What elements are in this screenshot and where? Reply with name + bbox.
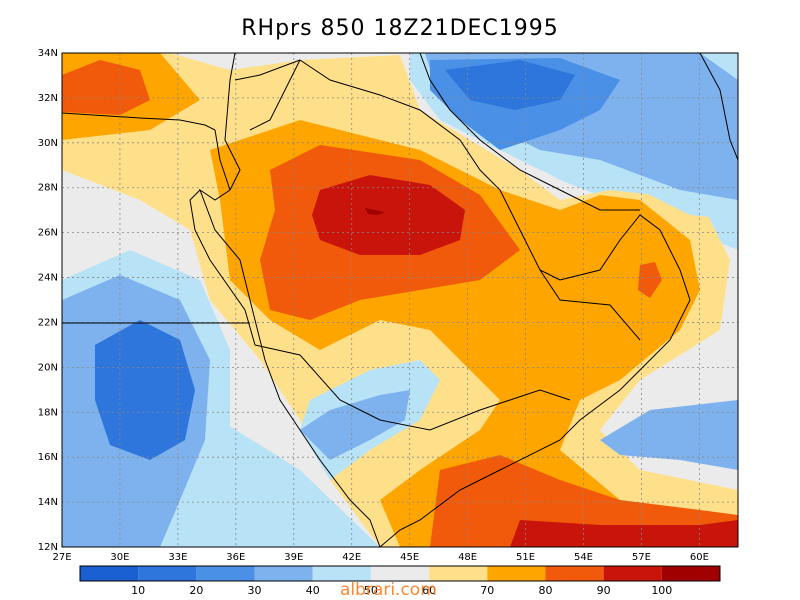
colorbar-label: 80	[538, 584, 552, 597]
colorbar-swatch	[312, 566, 371, 581]
colorbar-swatch	[196, 566, 255, 581]
colorbar-label: 40	[306, 584, 320, 597]
lon-tick-label: 60E	[690, 552, 709, 563]
lon-tick-label: 39E	[284, 552, 303, 563]
latitude-tick-labels: 12N 14N 16N 18N 20N 22N 24N 26N 28N 30N 32N 34N	[38, 48, 58, 553]
lat-tick-label: 22N	[38, 317, 58, 328]
lat-tick-label: 20N	[38, 362, 58, 373]
lon-tick-label: 30E	[110, 552, 129, 563]
colorbar-swatch	[254, 566, 313, 581]
lat-tick-label: 12N	[38, 542, 58, 553]
lon-tick-label: 48E	[458, 552, 477, 563]
lon-tick-label: 36E	[226, 552, 245, 563]
colorbar-swatch	[429, 566, 488, 581]
colorbar	[79, 565, 721, 582]
colorbar-label: 100	[651, 584, 672, 597]
colorbar-label: 60	[422, 584, 436, 597]
colorbar-swatch	[138, 566, 197, 581]
lon-tick-label: 51E	[516, 552, 535, 563]
longitude-tick-labels: 27E 30E 33E 36E 39E 42E 45E 48E 51E 54E 57E 60E	[52, 552, 708, 563]
humidity-field	[62, 53, 738, 547]
plot-frame	[61, 52, 739, 548]
colorbar-frame	[79, 565, 721, 582]
watermark-text: albrari.com	[340, 580, 437, 600]
lon-tick-label: 33E	[168, 552, 187, 563]
lat-tick-label: 28N	[38, 183, 58, 194]
colorbar-label: 50	[364, 584, 378, 597]
colorbar-label: 90	[597, 584, 611, 597]
colorbar-label: 10	[131, 584, 145, 597]
colorbar-swatch	[661, 566, 720, 581]
colorbar-label: 20	[189, 584, 203, 597]
colorbar-swatch	[545, 566, 604, 581]
colorbar-label: 70	[480, 584, 494, 597]
lat-lon-grid	[62, 53, 738, 547]
colorbar-swatch	[80, 566, 139, 581]
lat-tick-label: 24N	[38, 273, 58, 284]
lon-tick-label: 57E	[632, 552, 651, 563]
colorbar-swatch	[487, 566, 546, 581]
lat-tick-label: 14N	[38, 497, 58, 508]
colorbar-label: 30	[248, 584, 262, 597]
lat-tick-label: 30N	[38, 138, 58, 149]
lat-tick-label: 16N	[38, 452, 58, 463]
lon-tick-label: 54E	[574, 552, 593, 563]
lon-tick-label: 45E	[400, 552, 419, 563]
lat-tick-label: 34N	[38, 48, 58, 59]
lon-tick-label: 27E	[52, 552, 71, 563]
colorbar-swatch	[603, 566, 662, 581]
colorbar-labels: 10 20 30 40 50 60 70 80 90 100	[131, 584, 672, 597]
coastline-borders	[62, 53, 738, 547]
lon-tick-label: 42E	[342, 552, 361, 563]
lat-tick-label: 26N	[38, 228, 58, 239]
map-title: RHprs 850 18Z21DEC1995	[241, 16, 559, 41]
lat-tick-label: 32N	[38, 93, 58, 104]
colorbar-swatch	[370, 566, 430, 581]
lat-tick-label: 18N	[38, 407, 58, 418]
